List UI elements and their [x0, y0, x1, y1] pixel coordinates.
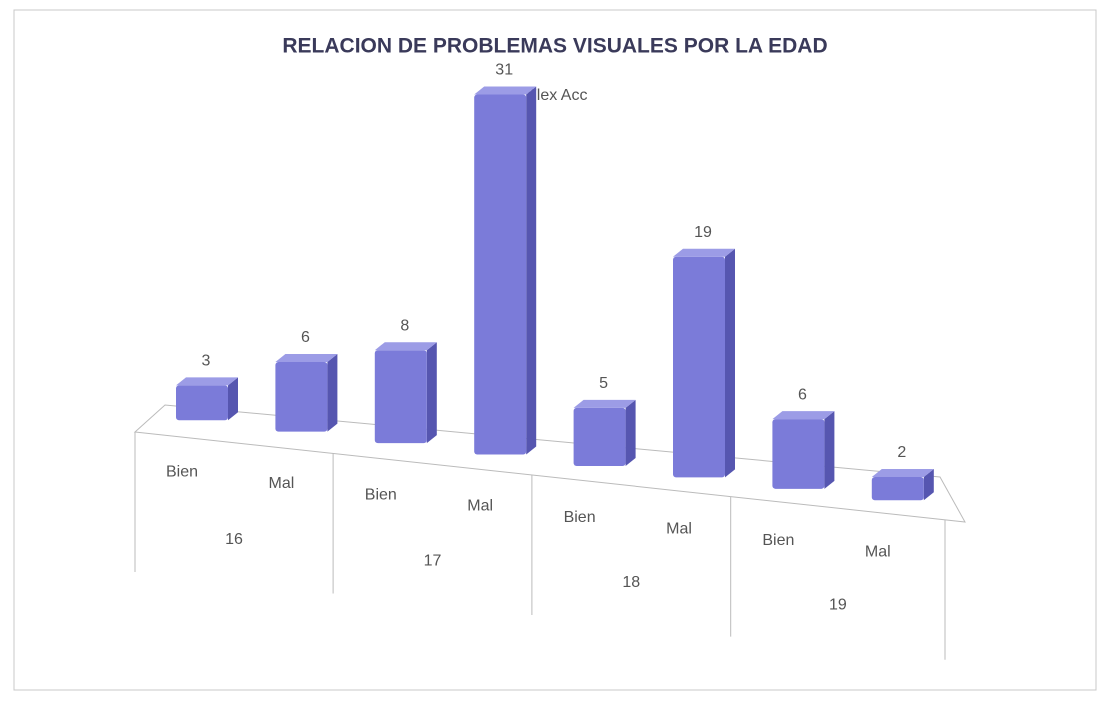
bar-side: [824, 411, 835, 489]
x-tick-label: Mal: [865, 543, 891, 560]
bar-top: [772, 411, 835, 420]
bar: [871, 469, 934, 501]
floor: [133, 404, 966, 523]
bar-top: [871, 469, 934, 478]
bar-front: [673, 256, 725, 478]
bar-side: [725, 248, 735, 478]
x-tick-label: Bien: [762, 532, 794, 549]
bar: [474, 86, 537, 455]
x-tick-label: Mal: [269, 475, 295, 492]
group-label: 16: [225, 531, 243, 548]
group-label: 18: [622, 574, 640, 591]
x-tick-label: Bien: [166, 463, 198, 480]
chart-title: RELACION DE PROBLEMAS VISUALES POR LA ED…: [282, 35, 827, 58]
bar-front: [275, 361, 328, 432]
bar: [176, 377, 238, 421]
bar: [673, 248, 735, 478]
x-tick-label: Mal: [666, 521, 692, 538]
bar-side: [228, 377, 238, 421]
data-label: 31: [495, 62, 513, 79]
bar-top: [573, 399, 636, 408]
data-label: 8: [400, 317, 409, 334]
bar: [772, 411, 835, 489]
data-label: 19: [694, 224, 712, 241]
data-label: 2: [897, 444, 906, 461]
bar: [374, 342, 437, 444]
bar-side: [526, 86, 537, 455]
bar-top: [176, 377, 238, 386]
bar-side: [625, 399, 636, 466]
group-label: 19: [829, 596, 847, 613]
bar-front: [573, 407, 626, 466]
data-label: 6: [301, 329, 310, 346]
bar-front: [474, 94, 527, 455]
bar: [573, 399, 636, 466]
bar-front: [772, 419, 825, 489]
bar-side: [923, 469, 934, 501]
bar-side: [426, 342, 437, 444]
x-tick-label: Bien: [564, 509, 596, 526]
data-label: 3: [202, 353, 211, 370]
chart-frame: [13, 9, 1097, 691]
bar-top: [474, 86, 537, 95]
group-label: 17: [424, 552, 442, 569]
bar-front: [871, 477, 924, 501]
data-label: 5: [599, 375, 608, 392]
bar-front: [176, 385, 228, 421]
x-tick-label: Mal: [467, 498, 493, 515]
bar-front: [374, 350, 427, 444]
bar-side: [327, 353, 338, 432]
bar-top: [374, 342, 437, 351]
x-tick-label: Bien: [365, 486, 397, 503]
bar: [275, 353, 338, 432]
bar-top: [275, 353, 338, 362]
data-label: 6: [798, 386, 807, 403]
bar-top: [673, 248, 735, 257]
legend-label: Flex Acc: [527, 87, 587, 104]
